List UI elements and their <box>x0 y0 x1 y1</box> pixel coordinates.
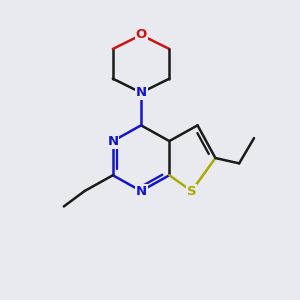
Text: O: O <box>136 28 147 41</box>
Text: N: N <box>107 135 118 148</box>
Text: N: N <box>136 184 147 197</box>
Text: N: N <box>136 86 147 99</box>
Text: S: S <box>187 184 196 197</box>
